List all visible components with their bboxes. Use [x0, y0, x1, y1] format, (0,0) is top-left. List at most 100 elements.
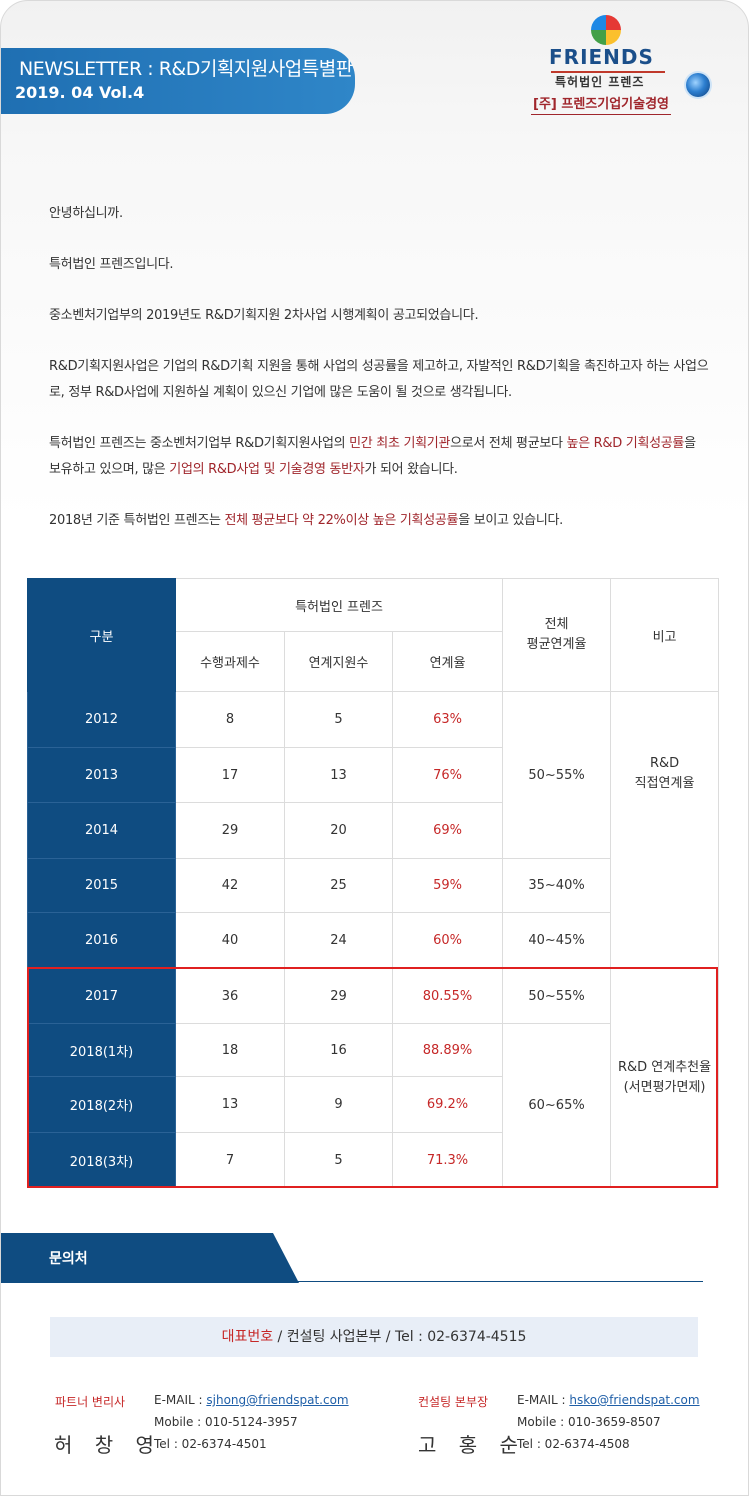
main-phone-bar: 대표번호 / 컨설팅 사업본부 / Tel : 02-6374-4515: [50, 1317, 698, 1357]
header-average: 전체 평균연계율: [502, 578, 612, 692]
logo-name: FRIENDS: [549, 45, 654, 69]
announcement: 중소벤처기업부의 2019년도 R&D기획지원 2차사업 시행계획이 공고되었습…: [49, 308, 479, 323]
linked-cell: 20: [284, 802, 393, 859]
rate-cell: 69.2%: [391, 1076, 504, 1133]
person1-name: 허 창 영: [54, 1433, 162, 1457]
table-row: 2018(1차) 18 16 88.89% 60~65%: [27, 1023, 719, 1188]
rate-cell: 88.89%: [391, 1023, 504, 1077]
stats-paragraph: 2018년 기준 특허법인 프렌즈는 전체 평균보다 약 22%이상 높은 기획…: [49, 513, 563, 528]
tasks-cell: 42: [175, 858, 285, 913]
person2-email-link[interactable]: hsko@friendspat.com: [569, 1393, 700, 1407]
person2-role: 컨설팅 본부장: [418, 1395, 489, 1409]
header-category: 구분: [27, 578, 176, 692]
year-cell: 2018(3차): [27, 1132, 176, 1188]
year-cell: 2014: [27, 802, 176, 859]
logo-orb-icon: [686, 73, 710, 97]
contact-title: 문의처: [49, 1251, 88, 1267]
table-row: 2014 29 20 69%: [27, 802, 719, 859]
highlight-partner: 기업의 R&D사업 및 기술경영 동반자: [169, 462, 365, 477]
table-row: 2013 17 13 76%: [27, 747, 719, 803]
contact-tab: [1, 1233, 301, 1283]
person2-info: E-MAIL : hsko@friendspat.com Mobile : 01…: [517, 1389, 700, 1455]
table-subheader-row: 수행과제수 연계지원수 연계율: [28, 631, 719, 692]
logo-corp-name: [주] 프렌즈기업기술경영: [531, 93, 672, 115]
header-linked: 연계지원수: [284, 631, 393, 692]
person1-email-link[interactable]: sjhong@friendspat.com: [206, 1393, 349, 1407]
avg-cell: 50~55%: [502, 968, 612, 1024]
year-cell: 2018(2차): [27, 1076, 176, 1133]
linked-cell: 24: [284, 912, 393, 969]
person2-mobile: Mobile : 010-3659-8507: [517, 1415, 661, 1429]
avg-cell: 35~40%: [502, 858, 612, 913]
linked-cell: 13: [284, 747, 393, 803]
contact-divider: [297, 1281, 703, 1282]
tasks-cell: 17: [175, 747, 285, 803]
tasks-cell: 29: [175, 802, 285, 859]
rate-cell: 63%: [391, 691, 504, 748]
rate-cell: 69%: [391, 802, 504, 859]
avg-cell: 60~65%: [502, 1023, 612, 1188]
header-rate: 연계율: [391, 631, 504, 692]
linked-cell: 9: [284, 1076, 393, 1133]
linked-cell: 16: [284, 1023, 393, 1077]
program-description: R&D기획지원사업은 기업의 R&D기획 지원을 통해 사업의 성공률을 제고하…: [49, 359, 709, 400]
linked-cell: 29: [284, 968, 393, 1024]
rate-cell: 76%: [391, 747, 504, 803]
person2-name: 고 홍 순: [418, 1433, 526, 1457]
highlight-success-rate: 높은 R&D 기획성공률: [566, 436, 685, 451]
person1-tel: Tel : 02-6374-4501: [154, 1437, 267, 1451]
person1-role: 파트너 변리사: [55, 1395, 126, 1409]
company-paragraph: 특허법인 프렌즈는 중소벤처기업부 R&D기획지원사업의 민간 최초 기획기관으…: [49, 436, 696, 477]
year-cell: 2017: [27, 968, 176, 1024]
newsletter-title: NEWSLETTER : R&D기획지원사업특별판: [19, 58, 353, 80]
header-note: 비고: [610, 578, 720, 692]
highlight-first-agency: 민간 최초 기획기관: [349, 436, 451, 451]
logo-subtitle: 특허법인 프렌즈: [555, 75, 645, 89]
table-row: 2018(3차) 7 5 71.3%: [27, 1132, 719, 1188]
tasks-cell: 40: [175, 912, 285, 969]
tasks-cell: 7: [175, 1132, 285, 1188]
table-row: 2016 40 24 60% 40~45%: [27, 912, 719, 969]
linked-cell: 25: [284, 858, 393, 913]
person1-info: E-MAIL : sjhong@friendspat.com Mobile : …: [154, 1389, 349, 1455]
rep-label: 대표번호: [221, 1329, 274, 1345]
linked-cell: 5: [284, 691, 393, 748]
person2-tel: Tel : 02-6374-4508: [517, 1437, 630, 1451]
intro: 특허법인 프렌즈입니다.: [49, 257, 174, 272]
linked-cell: 5: [284, 1132, 393, 1188]
dept-info: / 컨설팅 사업본부 / Tel : 02-6374-4515: [273, 1329, 527, 1345]
issue-label: 2019. 04 Vol.4: [15, 83, 145, 102]
results-table: 구분 특허법인 프렌즈 전체 평균연계율 비고 수행과제수 연계지원수 연계율 …: [27, 578, 720, 1188]
year-cell: 2012: [27, 691, 176, 748]
tasks-cell: 18: [175, 1023, 285, 1077]
highlight-22-percent: 전체 평균보다 약 22%이상 높은 기획성공률: [224, 513, 459, 528]
avg-cell: 50~55%: [502, 691, 612, 859]
table-row: 2012 8 5 63% 50~55% R&D 직접연계율: [27, 691, 720, 969]
table-header-row: 구분 특허법인 프렌즈 전체 평균연계율 비고: [27, 578, 720, 692]
tasks-cell: 8: [175, 691, 285, 748]
greeting: 안녕하십니까.: [49, 206, 123, 221]
rate-cell: 80.55%: [391, 968, 504, 1024]
newsletter-badge: NEWSLETTER : R&D기획지원사업특별판 2019. 04 Vol.4: [1, 48, 355, 114]
note-cell: R&D 직접연계율: [610, 691, 720, 969]
logo-ball-icon: [591, 15, 621, 45]
rate-cell: 60%: [391, 912, 504, 969]
rate-cell: 71.3%: [391, 1132, 504, 1188]
year-cell: 2013: [27, 747, 176, 803]
letter-body: 안녕하십니까. 특허법인 프렌즈입니다. 중소벤처기업부의 2019년도 R&D…: [49, 201, 709, 559]
year-cell: 2015: [27, 858, 176, 913]
tasks-cell: 13: [175, 1076, 285, 1133]
year-cell: 2016: [27, 912, 176, 969]
company-logo[interactable]: FRIENDS 특허법인 프렌즈 [주] 프렌즈기업기술경영: [531, 11, 731, 121]
table-row: 2017 36 29 80.55% 50~55% R&D 연계추천율 (서면평가…: [27, 968, 720, 1188]
logo-divider: [551, 71, 665, 73]
header-tasks: 수행과제수: [175, 631, 285, 692]
person1-mobile: Mobile : 010-5124-3957: [154, 1415, 298, 1429]
year-cell: 2018(1차): [27, 1023, 176, 1077]
header-friends: 특허법인 프렌즈: [174, 578, 504, 632]
table-row: 2015 42 25 59% 35~40%: [27, 858, 719, 913]
avg-cell: 40~45%: [502, 912, 612, 969]
tasks-cell: 36: [175, 968, 285, 1024]
note-cell: R&D 연계추천율 (서면평가면제): [610, 968, 720, 1188]
